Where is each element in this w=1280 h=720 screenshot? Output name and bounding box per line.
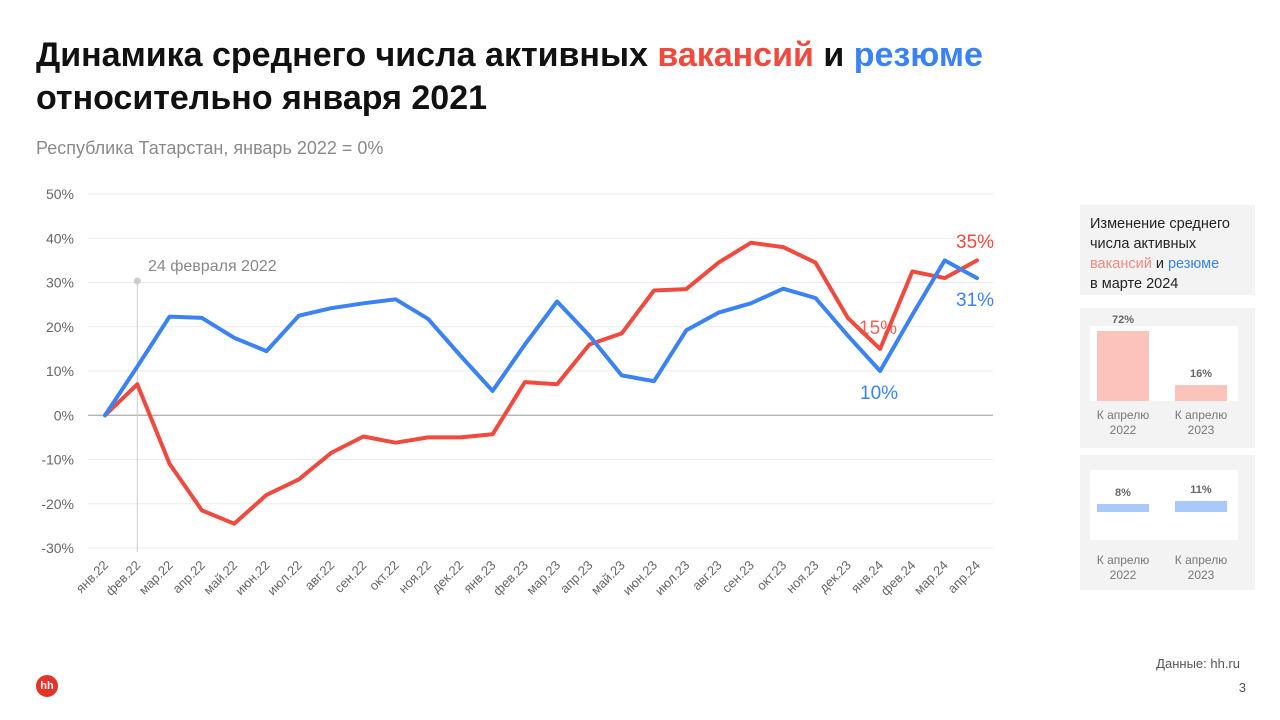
x-tick-label: окт.22 [366, 558, 402, 594]
event-marker: 24 февраля 2022 [133, 258, 277, 552]
chart-series [103, 240, 979, 526]
y-tick-label: 10% [46, 363, 74, 379]
x-axis-ticks: янв.22фев.22мар.22апр.22май.22июн.22июл.… [73, 558, 983, 599]
y-tick-label: 40% [46, 230, 74, 246]
vacancies-line [103, 240, 979, 526]
vacancies-jan24-label: 15% [859, 318, 897, 339]
y-tick-label: 30% [46, 275, 74, 291]
side-line1: Изменение среднего [1090, 216, 1231, 232]
y-tick-label: -30% [41, 540, 74, 556]
x-tick-label: апр.23 [557, 558, 596, 597]
x-tick-label: апр.24 [945, 558, 984, 597]
x-tick-label: авг.23 [689, 558, 725, 594]
x-tick-label: май.23 [588, 558, 628, 598]
y-tick-label: -10% [41, 452, 74, 468]
side-line4: в марте 2024 [1090, 276, 1179, 292]
page-number: 3 [1238, 680, 1246, 695]
title-part1: Динамика среднего числа активных [36, 36, 658, 74]
y-tick-label: 20% [46, 319, 74, 335]
x-tick-label: апр.22 [169, 558, 208, 597]
hh-logo: hh [36, 675, 58, 697]
x-tick-label: июн.23 [620, 558, 660, 598]
side-panel-text: Изменение среднего числа активных ваканс… [1090, 214, 1255, 294]
x-tick-label: мар.23 [523, 558, 563, 598]
event-dot [133, 277, 141, 285]
x-tick-label: июн.22 [232, 558, 272, 598]
x-tick-label: дек.23 [816, 558, 854, 596]
y-tick-label: 0% [54, 407, 74, 423]
x-tick-label: авг.22 [302, 558, 338, 594]
resumes-bar-label: К апрелю 2022 [1096, 553, 1150, 582]
subtitle: Республика Татарстан, январь 2022 = 0% [36, 138, 384, 158]
x-tick-label: мар.22 [136, 558, 176, 598]
vacancies-bar [1175, 385, 1227, 401]
x-tick-label: мар.24 [911, 558, 951, 598]
x-tick-label: ноя.22 [396, 558, 435, 597]
title-part2: относительно января 2021 [36, 79, 488, 117]
x-tick-label: окт.23 [754, 558, 790, 594]
vacancies-bar [1097, 331, 1149, 401]
x-tick-label: май.22 [200, 558, 240, 598]
resumes-bar [1097, 504, 1149, 512]
chart-grid [88, 193, 993, 549]
side-vacancies: вакансий [1090, 256, 1152, 272]
data-source: Данные: hh.ru [1156, 656, 1240, 671]
vacancies-bar-label: К апрелю 2022 [1096, 408, 1150, 437]
side-and: и [1151, 256, 1168, 272]
x-tick-label: ноя.23 [783, 558, 822, 597]
title-resumes: резюме [853, 36, 983, 74]
y-axis-ticks: 50% 40% 30% 20% 10% 0% -10% -20% -30% [41, 186, 74, 556]
x-tick-label: фев.22 [102, 558, 143, 599]
side-resumes: резюме [1167, 256, 1220, 272]
event-label: 24 февраля 2022 [148, 258, 277, 275]
vacancies-bar-value: 72% [1111, 314, 1135, 326]
x-tick-label: фев.24 [878, 558, 919, 599]
title-and: и [813, 36, 854, 74]
x-tick-label: дек.22 [428, 558, 466, 596]
vacancies-bar-value: 16% [1189, 368, 1213, 381]
resumes-jan24-label: 10% [860, 383, 898, 404]
x-tick-label: сен.23 [719, 558, 757, 596]
chart-annotations: 35% 31% 15% 10% [859, 232, 994, 404]
y-tick-label: 50% [46, 186, 74, 202]
side-line2: числа активных [1090, 236, 1197, 252]
title-vacancies: вакансий [657, 36, 814, 74]
resumes-line [103, 258, 979, 418]
x-tick-label: июл.23 [652, 558, 693, 599]
resumes-end-label: 31% [956, 290, 994, 311]
resumes-bar-value: 8% [1115, 487, 1131, 499]
vacancies-end-label: 35% [956, 232, 994, 253]
resumes-bar-value: 11% [1190, 484, 1212, 497]
x-tick-label: июл.22 [264, 558, 305, 599]
resumes-bar [1175, 501, 1227, 512]
resumes-bar-label: К апрелю 2023 [1174, 553, 1228, 582]
page-title: Динамика среднего числа активных ваканси… [36, 34, 1216, 120]
x-tick-label: фев.23 [490, 558, 531, 599]
side-panel [1080, 205, 1255, 295]
y-tick-label: -20% [41, 496, 74, 512]
x-tick-label: сен.22 [331, 558, 369, 596]
vacancies-bar-label: К апрелю 2023 [1174, 408, 1228, 437]
